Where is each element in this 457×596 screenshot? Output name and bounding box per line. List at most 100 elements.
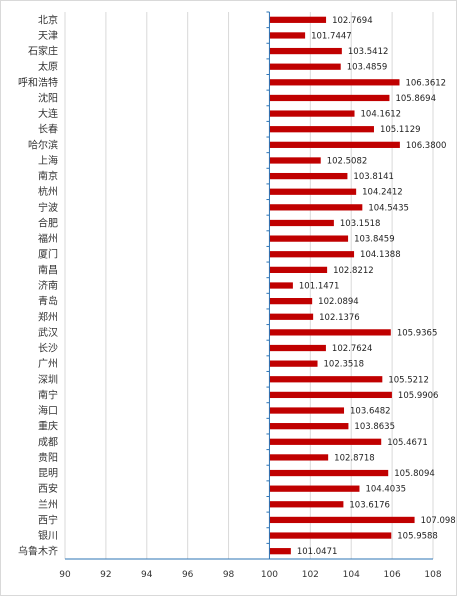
bar [269, 360, 318, 367]
x-tick-label: 102 [302, 570, 319, 580]
bar [269, 266, 328, 273]
category-label: 南京 [38, 170, 58, 183]
data-label: 102.8718 [334, 453, 375, 463]
data-label: 101.7447 [311, 31, 352, 41]
category-label: 哈尔滨 [28, 138, 58, 151]
bar [269, 188, 357, 195]
data-label: 103.6482 [350, 407, 391, 417]
x-tick-label: 106 [384, 570, 401, 580]
data-label: 105.9365 [397, 328, 438, 338]
data-label: 101.0471 [297, 547, 338, 557]
x-tick-label: 108 [424, 570, 441, 580]
category-label: 广州 [38, 358, 58, 370]
data-label: 103.8141 [353, 172, 394, 182]
category-label: 西宁 [38, 513, 58, 526]
category-label: 深圳 [38, 374, 58, 386]
category-label: 贵阳 [38, 451, 58, 464]
category-label: 长春 [38, 124, 58, 136]
category-label: 兰州 [38, 498, 58, 511]
category-label: 青岛 [38, 295, 58, 308]
x-tick-label: 104 [343, 570, 360, 580]
category-label: 北京 [38, 13, 58, 26]
data-label: 103.4859 [347, 63, 388, 73]
bar [269, 94, 390, 102]
category-label: 福州 [38, 232, 58, 245]
data-label: 103.6176 [349, 500, 390, 510]
category-label: 大连 [38, 107, 58, 120]
category-label: 成都 [38, 436, 58, 448]
bar [269, 438, 382, 445]
data-label: 106.3612 [405, 78, 446, 88]
category-label: 乌鲁木齐 [18, 545, 58, 558]
data-label: 104.2412 [362, 188, 403, 198]
data-label: 102.3518 [324, 360, 365, 370]
bar [269, 251, 355, 258]
x-tick-label: 92 [100, 570, 111, 580]
data-label: 105.1129 [380, 125, 421, 135]
bar [269, 344, 326, 352]
bar [269, 235, 349, 242]
bar [269, 32, 306, 39]
bar [269, 423, 349, 430]
x-tick-label: 94 [141, 570, 153, 580]
data-label: 104.5435 [368, 203, 409, 213]
data-label: 104.1612 [361, 110, 402, 120]
bar [269, 313, 314, 320]
bar [269, 204, 363, 211]
data-label: 102.5082 [327, 156, 368, 166]
data-label: 102.8212 [333, 266, 374, 276]
category-label: 济南 [38, 279, 58, 292]
bar [269, 329, 391, 336]
category-label: 宁波 [38, 201, 58, 214]
bar [269, 548, 291, 555]
data-label: 101.1471 [299, 282, 340, 292]
bar [269, 141, 400, 148]
x-tick-label: 90 [59, 570, 71, 580]
data-label: 103.1518 [340, 219, 381, 229]
category-label: 石家庄 [28, 45, 58, 58]
data-label: 105.5212 [388, 375, 429, 385]
category-label: 长沙 [38, 343, 58, 355]
bar [269, 126, 374, 133]
category-label: 海口 [38, 404, 58, 417]
bar [269, 501, 344, 508]
data-label: 106.3800 [406, 141, 447, 151]
category-label: 天津 [38, 30, 58, 42]
data-label: 104.4035 [365, 485, 406, 495]
bar [269, 391, 392, 399]
bar [269, 16, 327, 23]
category-label: 南昌 [38, 263, 58, 276]
category-label: 厦门 [38, 248, 58, 261]
x-tick-label: 100 [261, 570, 278, 580]
category-label: 南宁 [38, 388, 58, 401]
bar [269, 454, 329, 461]
data-label: 107.0988 [421, 516, 456, 526]
bar [269, 157, 321, 164]
category-label: 合肥 [38, 216, 58, 229]
bar [269, 532, 392, 539]
category-label: 银川 [38, 529, 58, 542]
bar [269, 485, 360, 492]
bar [269, 298, 313, 305]
category-label: 西安 [38, 482, 58, 495]
gridlines [64, 12, 434, 559]
bar [269, 376, 383, 383]
labels: 90 92 94 96 98 100 102 104 106 108 102.7694 北京 101.7… [18, 13, 456, 580]
bars [269, 16, 415, 555]
data-label: 102.7694 [332, 16, 373, 26]
category-label: 沈阳 [38, 91, 58, 104]
category-label: 太原 [38, 60, 58, 73]
bar [269, 516, 415, 524]
bar [269, 79, 400, 86]
category-label: 武汉 [38, 326, 58, 339]
data-label: 105.4671 [387, 438, 428, 448]
bar [269, 469, 389, 477]
data-label: 105.9906 [398, 391, 439, 401]
category-label: 呼和浩特 [18, 77, 58, 89]
x-tick-label: 96 [182, 570, 194, 580]
data-label: 102.0894 [318, 297, 359, 307]
bar [269, 407, 345, 414]
bar [269, 47, 342, 55]
bar [269, 219, 334, 227]
